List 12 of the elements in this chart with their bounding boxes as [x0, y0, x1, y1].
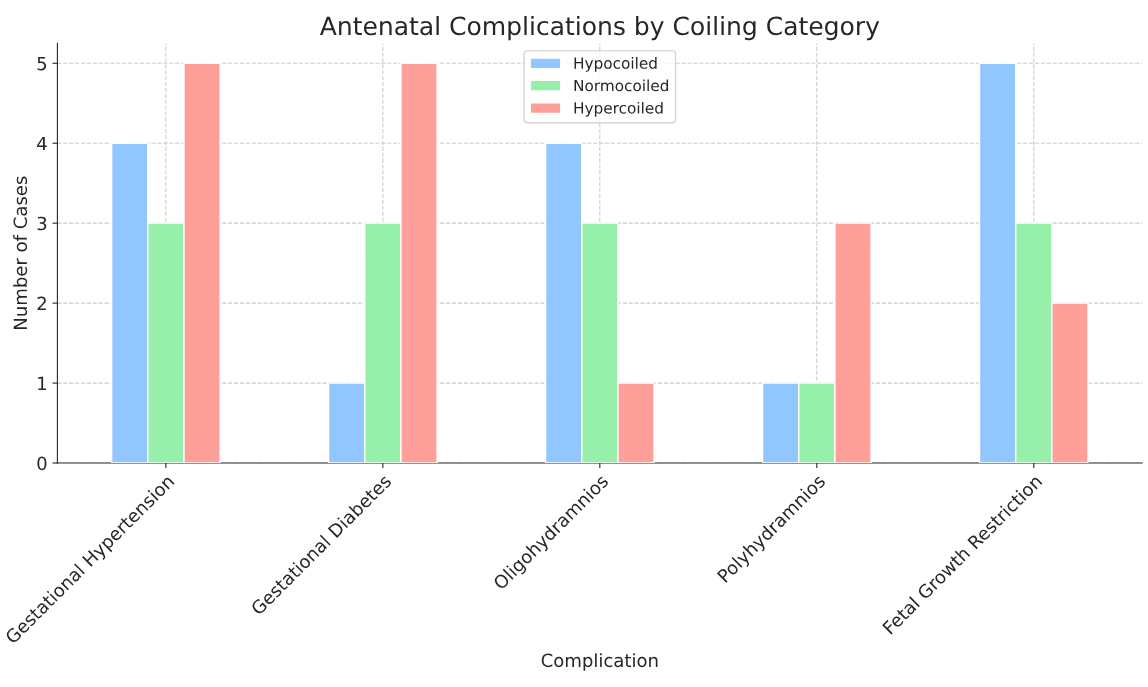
y-tick-label: 3 — [37, 216, 47, 231]
legend-label: Hypocoiled — [574, 57, 657, 72]
y-tick-label: 5 — [37, 56, 47, 71]
y-axis-title: Number of Cases — [13, 176, 28, 329]
x-axis-title: Complication — [541, 653, 658, 671]
chart-title: Antenatal Complications by Coiling Category — [319, 15, 880, 41]
y-tick-label: 2 — [37, 296, 46, 310]
y-tick-label: 1 — [38, 376, 47, 390]
y-tick-label: 4 — [37, 136, 47, 151]
legend-label: Normocoiled — [574, 79, 668, 92]
legend-label: Hypercoiled — [574, 101, 663, 117]
y-tick-label: 0 — [37, 456, 47, 471]
